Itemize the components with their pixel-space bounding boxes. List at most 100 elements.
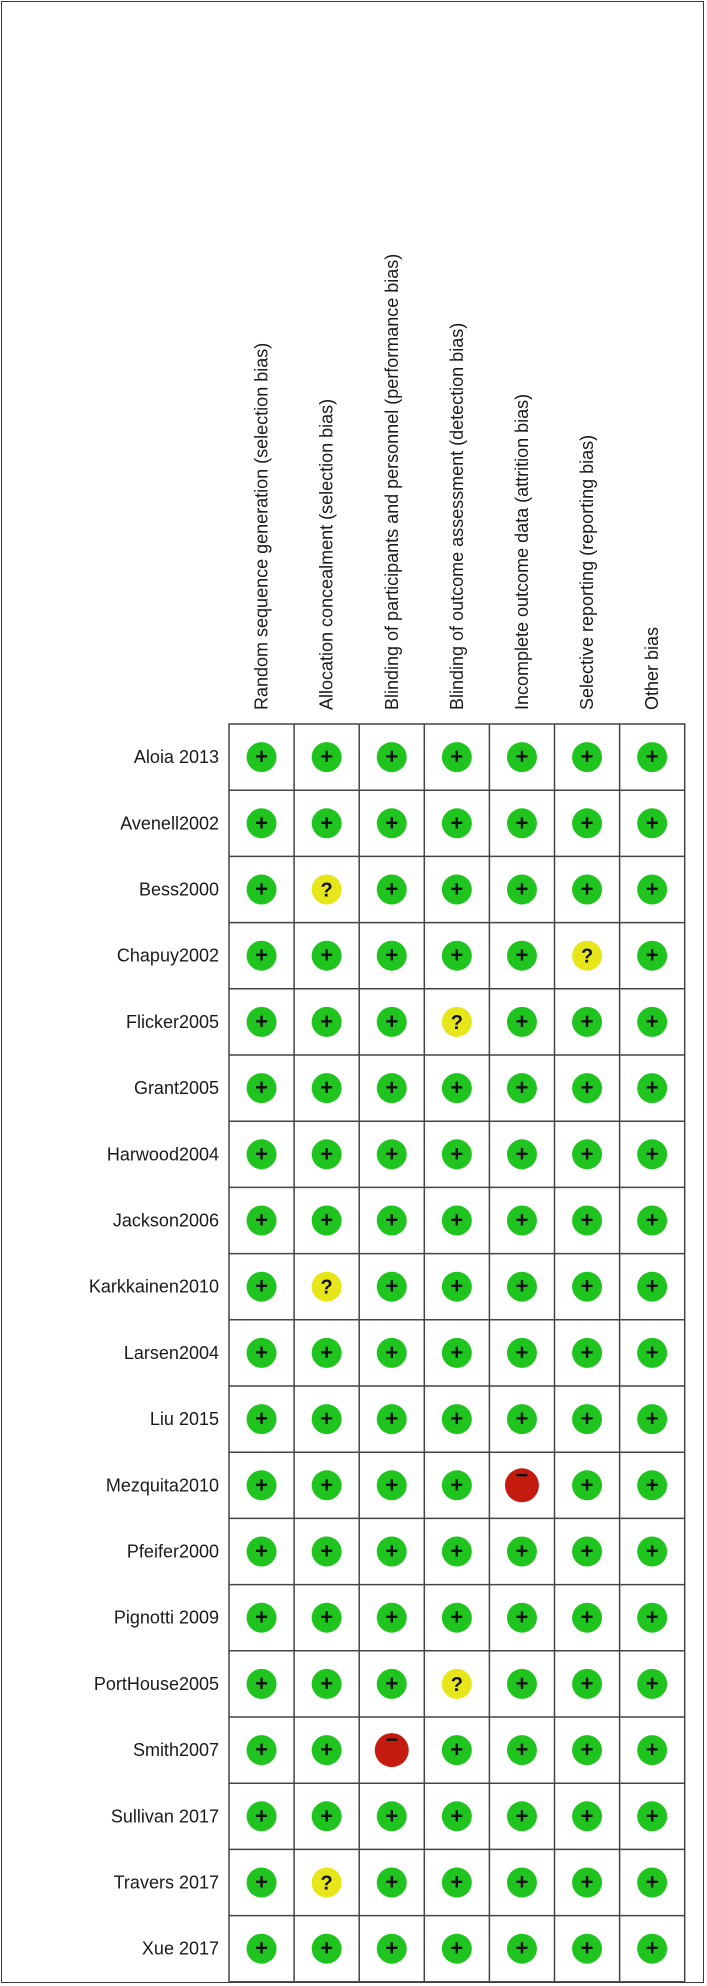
judgement-low-icon (246, 1404, 277, 1435)
judgement-low-icon (311, 1404, 342, 1435)
judgement-low-symbol: + (320, 1141, 333, 1166)
judgement-low-icon (572, 1470, 603, 1501)
judgement-low-symbol: + (581, 1539, 594, 1564)
judgement-low-symbol: + (255, 1340, 268, 1365)
row-label-jackson2006: Jackson2006 (113, 1211, 219, 1231)
judgement-low-icon (246, 742, 277, 773)
judgement-low-symbol: + (581, 1009, 594, 1034)
column-header-incomplete-outcome-data-attrition-bias: Incomplete outcome data (attrition bias) (512, 394, 532, 710)
row-label-travers-2017: Travers 2017 (114, 1873, 219, 1893)
judgement-low-icon (441, 874, 472, 905)
judgement-unclear-symbol: ? (451, 1674, 463, 1696)
judgement-low-icon (246, 1006, 277, 1037)
judgement-low-icon (441, 1404, 472, 1435)
judgement-high-symbol: − (516, 1462, 529, 1487)
judgement-low-icon (376, 1006, 407, 1037)
judgement-low-icon (637, 1271, 668, 1302)
judgement-low-icon (441, 1337, 472, 1368)
judgement-low-icon (311, 1602, 342, 1633)
judgement-low-icon (506, 1801, 537, 1832)
row-label-smith2007: Smith2007 (133, 1740, 219, 1760)
judgement-low-icon (441, 1867, 472, 1898)
judgement-low-symbol: + (255, 1075, 268, 1100)
judgement-low-icon (506, 940, 537, 971)
judgement-unclear-symbol: ? (581, 946, 593, 968)
judgement-low-icon (376, 742, 407, 773)
row-label-aloia-2013: Aloia 2013 (134, 747, 219, 767)
judgement-low-icon (376, 1801, 407, 1832)
judgement-low-icon (311, 1668, 342, 1699)
judgement-low-icon (246, 1139, 277, 1170)
judgement-low-symbol: + (646, 1009, 659, 1034)
judgement-low-symbol: + (450, 744, 463, 769)
judgement-low-symbol: + (385, 1605, 398, 1630)
judgement-low-icon (441, 1073, 472, 1104)
judgement-low-symbol: + (385, 1936, 398, 1961)
judgement-low-icon (572, 1006, 603, 1037)
row-label-karkkainen2010: Karkkainen2010 (89, 1277, 219, 1297)
judgement-low-icon (572, 1337, 603, 1368)
judgement-low-symbol: + (516, 1274, 529, 1299)
judgement-low-symbol: + (516, 1539, 529, 1564)
judgement-low-icon (637, 1668, 668, 1699)
judgement-low-icon (637, 1337, 668, 1368)
judgement-low-symbol: + (255, 744, 268, 769)
judgement-low-symbol: + (255, 943, 268, 968)
judgement-low-icon (637, 1867, 668, 1898)
judgement-low-icon (506, 808, 537, 839)
judgement-low-icon (572, 808, 603, 839)
judgement-low-symbol: + (255, 1208, 268, 1233)
judgement-high-symbol: − (385, 1727, 398, 1752)
judgement-low-icon (246, 1933, 277, 1964)
judgement-low-icon (506, 1404, 537, 1435)
judgement-low-icon (441, 808, 472, 839)
judgement-low-icon (376, 1139, 407, 1170)
judgement-low-icon (637, 1933, 668, 1964)
judgement-low-icon (246, 1337, 277, 1368)
judgement-low-symbol: + (516, 877, 529, 902)
judgement-low-symbol: + (516, 744, 529, 769)
judgement-low-icon (246, 1867, 277, 1898)
judgement-low-icon (376, 1470, 407, 1501)
judgement-low-icon (441, 1536, 472, 1567)
judgement-low-icon (506, 1139, 537, 1170)
judgement-low-symbol: + (255, 1605, 268, 1630)
judgement-low-symbol: + (646, 1605, 659, 1630)
judgement-low-icon (441, 1602, 472, 1633)
judgement-low-symbol: + (320, 1539, 333, 1564)
judgement-low-icon (311, 1205, 342, 1236)
judgement-low-symbol: + (320, 1605, 333, 1630)
judgement-low-icon (637, 1139, 668, 1170)
judgement-low-icon (637, 1536, 668, 1567)
judgement-low-icon (506, 1933, 537, 1964)
judgement-low-icon (506, 1867, 537, 1898)
judgement-low-icon (376, 1602, 407, 1633)
column-header-blinding-of-participants-and-personnel-performance-bias: Blinding of participants and personnel (… (382, 254, 402, 710)
row-label-porthouse2005: PortHouse2005 (94, 1674, 219, 1694)
judgement-low-icon (572, 1205, 603, 1236)
row-label-pfeifer2000: Pfeifer2000 (127, 1542, 219, 1562)
judgement-low-symbol: + (516, 1870, 529, 1895)
judgement-low-icon (246, 1271, 277, 1302)
judgement-low-symbol: + (646, 1075, 659, 1100)
judgement-low-symbol: + (646, 1539, 659, 1564)
judgement-unclear-icon (311, 1867, 342, 1898)
row-label-avenell2002: Avenell2002 (120, 813, 219, 833)
judgement-low-icon (376, 1337, 407, 1368)
judgement-low-icon (246, 1801, 277, 1832)
judgement-low-icon (572, 1867, 603, 1898)
judgement-low-symbol: + (450, 1605, 463, 1630)
judgement-low-symbol: + (646, 1936, 659, 1961)
judgement-low-icon (637, 1404, 668, 1435)
judgement-low-icon (246, 1073, 277, 1104)
judgement-low-symbol: + (581, 1406, 594, 1431)
judgement-low-symbol: + (450, 1870, 463, 1895)
judgement-low-icon (637, 940, 668, 971)
judgement-low-icon (441, 1933, 472, 1964)
judgement-low-icon (311, 1933, 342, 1964)
judgement-low-symbol: + (255, 1737, 268, 1762)
row-label-xue-2017: Xue 2017 (142, 1939, 219, 1959)
judgement-low-symbol: + (450, 1737, 463, 1762)
judgement-low-icon (506, 1271, 537, 1302)
judgement-unclear-icon (441, 1668, 472, 1699)
